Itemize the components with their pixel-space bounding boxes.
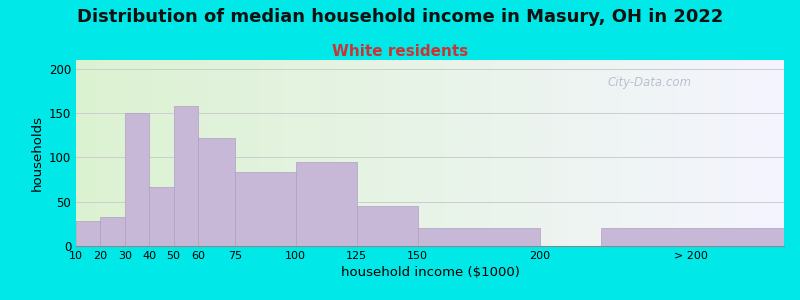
Bar [601,228,784,246]
Bar [234,172,296,246]
Text: City-Data.com: City-Data.com [607,76,691,89]
Text: White residents: White residents [332,44,468,59]
X-axis label: household income ($1000): household income ($1000) [341,266,519,279]
Bar [174,106,198,246]
Bar [418,228,540,246]
Bar [357,206,418,246]
Bar [76,221,101,246]
Bar [101,217,125,246]
Text: Distribution of median household income in Masury, OH in 2022: Distribution of median household income … [77,8,723,26]
Bar [198,138,234,246]
Bar [296,162,357,246]
Bar [125,113,150,246]
Bar [150,187,174,246]
Y-axis label: households: households [30,115,43,191]
